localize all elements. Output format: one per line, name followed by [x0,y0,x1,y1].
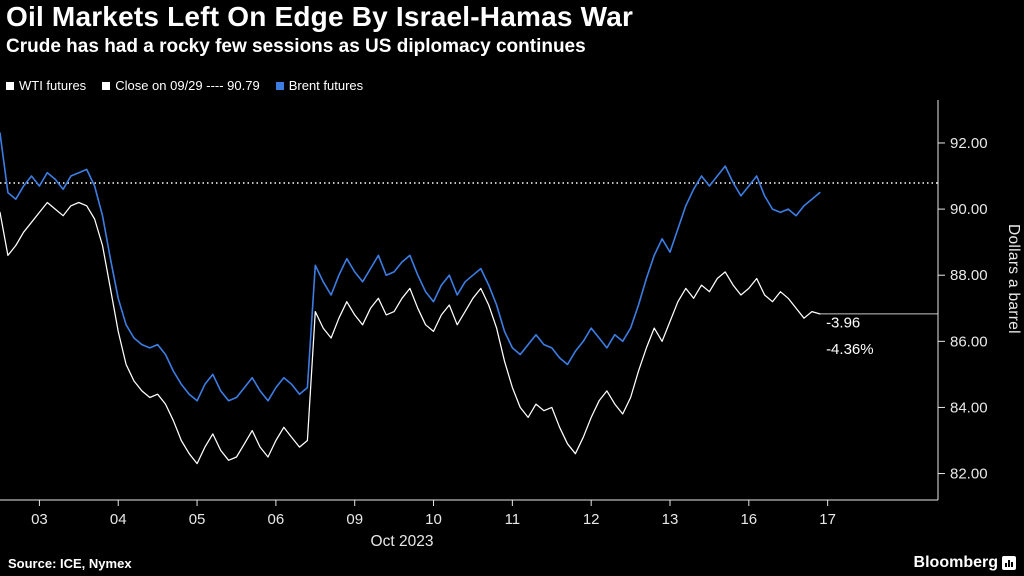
bloomberg-wordmark: Bloomberg [913,554,998,571]
page-subtitle: Crude has had a rocky few sessions as US… [6,36,586,57]
legend-item-close: Close on 09/29 ---- 90.79 [102,78,260,93]
source-label: Source: ICE, Nymex [8,555,132,571]
bloomberg-logo: Bloomberg [914,554,1016,572]
legend-item-brent: Brent futures [275,78,364,93]
svg-text:88.00: 88.00 [950,267,988,284]
svg-text:-4.36%: -4.36% [826,341,874,358]
legend-label-wti: WTI futures [19,78,87,93]
y-axis-title: Dollars a barrel [1005,224,1022,334]
svg-text:16: 16 [740,511,757,528]
legend-label-brent: Brent futures [288,78,364,93]
svg-text:86.00: 86.00 [950,333,988,350]
svg-text:06: 06 [268,511,285,528]
bloomberg-chart-icon [1002,556,1016,570]
svg-text:84.00: 84.00 [950,399,988,416]
svg-text:09: 09 [346,511,363,528]
legend-item-wti: WTI futures [6,78,86,93]
close-swatch-icon [102,81,111,90]
page-title: Oil Markets Left On Edge By Israel-Hamas… [6,1,634,32]
svg-text:92.00: 92.00 [950,135,988,152]
brent-swatch-icon [275,81,284,90]
svg-text:17: 17 [819,511,836,528]
svg-text:90.00: 90.00 [950,201,988,218]
svg-text:Oct 2023: Oct 2023 [371,533,434,550]
svg-text:11: 11 [505,511,521,528]
legend-label-close: Close on 09/29 ---- 90.79 [115,78,260,93]
svg-text:13: 13 [662,511,679,528]
svg-text:10: 10 [425,511,442,528]
svg-text:-3.96: -3.96 [826,314,860,331]
footer: Source: ICE, Nymex Bloomberg [0,550,1024,576]
svg-text:04: 04 [110,511,127,528]
chart-header: Oil Markets Left On Edge By Israel-Hamas… [6,0,633,59]
svg-text:12: 12 [583,511,600,528]
chart-legend: WTI futures Close on 09/29 ---- 90.79 Br… [6,78,363,93]
svg-text:03: 03 [31,511,48,528]
svg-text:82.00: 82.00 [950,466,988,483]
price-line-chart: 92.00 90.00 88.00 86.00 84.00 82.00 03 04 05 06 09… [0,100,988,550]
wti-swatch-icon [6,81,14,90]
svg-text:05: 05 [189,511,206,528]
